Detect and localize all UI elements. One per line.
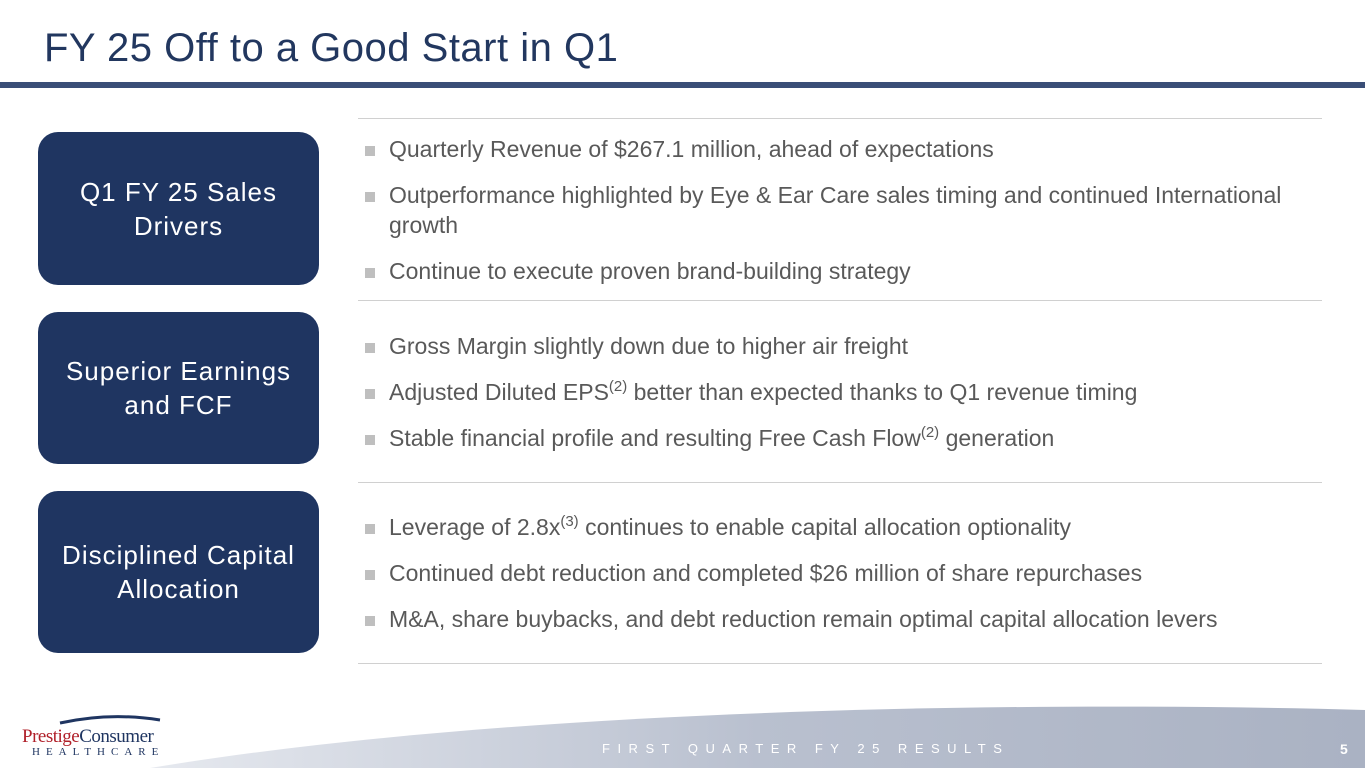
bullet-group: Quarterly Revenue of $267.1 million, ahe… [358, 118, 1322, 300]
bullet-text: Quarterly Revenue of $267.1 million, ahe… [389, 135, 994, 162]
footer-swoosh [59, 706, 1365, 768]
section-label: Superior Earnings and FCF [38, 312, 319, 464]
bullet-text: M&A, share buybacks, and debt reduction … [389, 606, 1218, 632]
bullet-text: Stable financial profile and resulting F… [389, 424, 921, 451]
bullet: Gross Margin slightly down due to higher… [358, 331, 1322, 361]
bullet-text: continues to enable capital allocation o… [578, 514, 1071, 540]
bullet-group: Leverage of 2.8x(3) continues to enable … [358, 482, 1322, 664]
footnote-ref: (2) [608, 377, 628, 395]
bullet-text: better than expected thanks to Q1 revenu… [627, 378, 1138, 405]
logo: PrestigeConsumer [22, 726, 154, 748]
bullet: Continued debt reduction and completed $… [358, 558, 1322, 588]
bullet-text: Gross Margin slightly down due to higher… [389, 332, 909, 359]
bullet: Quarterly Revenue of $267.1 million, ahe… [358, 134, 1322, 164]
bullet: Leverage of 2.8x(3) continues to enable … [358, 512, 1322, 542]
bullet: Continue to execute proven brand-buildin… [358, 256, 1322, 286]
logo-sub: HEALTHCARE [32, 746, 165, 758]
bullet-text: Adjusted Diluted EPS [389, 378, 609, 405]
slide-title: FY 25 Off to a Good Start in Q1 [44, 26, 619, 70]
bullet: Outperformance highlighted by Eye & Ear … [358, 180, 1322, 240]
bullet-text: Continued debt reduction and completed $… [389, 560, 1143, 586]
footer-text: FIRST QUARTER FY 25 RESULTS [602, 741, 1010, 756]
section-label: Disciplined Capital Allocation [38, 491, 319, 653]
footnote-ref: (2) [920, 423, 940, 441]
bullet-text: Continue to execute proven brand-buildin… [389, 257, 911, 284]
logo-second: Consumer [79, 726, 154, 747]
bullet-text: generation [939, 424, 1055, 451]
bullet-group: Gross Margin slightly down due to higher… [358, 300, 1322, 482]
bullet: Stable financial profile and resulting F… [358, 423, 1322, 453]
bullet: Adjusted Diluted EPS(2) better than expe… [358, 377, 1322, 407]
page-number: 5 [1340, 741, 1348, 757]
bullet-text: Leverage of 2.8x [389, 514, 561, 540]
title-rule [0, 82, 1365, 88]
section-label: Q1 FY 25 Sales Drivers [38, 132, 319, 285]
bullet-text: Outperformance highlighted by Eye & Ear … [389, 181, 1282, 238]
footnote-ref: (3) [560, 513, 579, 530]
logo-main: Prestige [22, 726, 80, 747]
bullet: M&A, share buybacks, and debt reduction … [358, 604, 1322, 634]
